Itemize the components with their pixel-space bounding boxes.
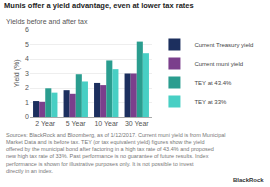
svg-text:4: 4	[25, 55, 29, 62]
svg-text:2 Year: 2 Year	[35, 120, 56, 127]
svg-text:2: 2	[25, 84, 29, 91]
svg-text:Munis offer a yield advantage,: Munis offer a yield advantage, even at l…	[4, 1, 194, 10]
svg-text:6: 6	[25, 26, 29, 33]
svg-text:5: 5	[25, 41, 29, 48]
svg-text:BlackRock: BlackRock	[233, 177, 264, 183]
svg-text:10 Year: 10 Year	[94, 120, 118, 127]
svg-text:Sources: BlackRock and Bloombe: Sources: BlackRock and Bloomberg, as of …	[6, 132, 226, 174]
svg-text:1: 1	[25, 99, 29, 106]
svg-text:30 Year: 30 Year	[125, 120, 149, 127]
svg-text:TEY at 43.4%: TEY at 43.4%	[194, 80, 232, 86]
svg-text:Current Treasury yield: Current Treasury yield	[194, 42, 253, 48]
svg-text:3: 3	[25, 70, 29, 77]
svg-text:Yields before and after tax: Yields before and after tax	[6, 18, 88, 25]
svg-text:Current muni yield: Current muni yield	[194, 61, 243, 67]
svg-text:Yield (%): Yield (%)	[13, 59, 21, 87]
svg-text:5 Year: 5 Year	[66, 120, 87, 127]
svg-text:0: 0	[25, 113, 29, 120]
svg-text:TEY at 33%: TEY at 33%	[194, 99, 227, 105]
